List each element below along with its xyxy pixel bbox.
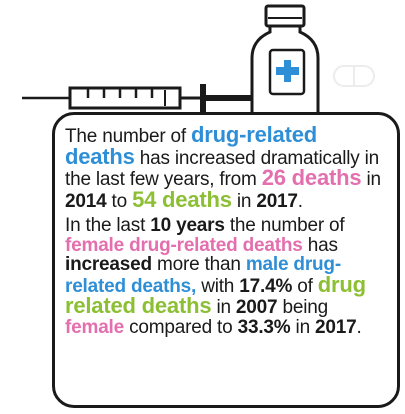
text: more than [151,254,246,275]
highlight-drug-related-deaths-green: drug related deaths [65,271,366,318]
text: the number of [224,215,345,236]
text: in [290,316,316,338]
paragraph-female-deaths: In the last 10 years the number of femal… [65,216,387,337]
medicine-bottle-icon [250,4,320,122]
text: in [231,190,257,212]
percent-17-4: 17.4% [239,275,293,297]
highlight-54-deaths: 54 deaths [132,186,232,212]
text: with [196,275,240,297]
highlight-female: female [65,316,125,338]
paragraph-death-increase: The number of drug-related deaths has in… [65,122,387,212]
year-2007: 2007 [235,297,278,318]
highlight-drug-related-deaths: drug-related deaths [65,122,317,169]
text: . [297,190,303,212]
percent-33-3: 33.3% [237,316,291,338]
text: of [292,275,318,297]
info-card: The number of drug-related deaths has in… [52,112,400,408]
text: has increased dramatically in the last f… [65,147,380,190]
text: in [361,169,381,190]
highlight-male-drug-related-deaths: male drug-related deaths, [65,254,341,297]
text: In the last [65,215,151,236]
year-2017-b: 2017 [315,316,357,338]
year-2017: 2017 [256,190,298,212]
year-2014: 2014 [65,190,107,212]
text: compared to [124,316,238,338]
text: has [302,234,338,256]
ten-years: 10 years [150,215,225,236]
text: in [211,297,236,318]
text: The number of [65,126,192,147]
syringe-icon [22,84,261,112]
text: to [106,190,133,212]
highlight-26-deaths: 26 deaths [261,165,362,190]
text: . [356,316,362,338]
header-illustration [22,4,375,122]
text: being [277,297,328,318]
increased: increased [65,254,152,275]
highlight-female-drug-related-deaths: female drug-related deaths [65,234,303,256]
pill-icon [333,65,375,87]
